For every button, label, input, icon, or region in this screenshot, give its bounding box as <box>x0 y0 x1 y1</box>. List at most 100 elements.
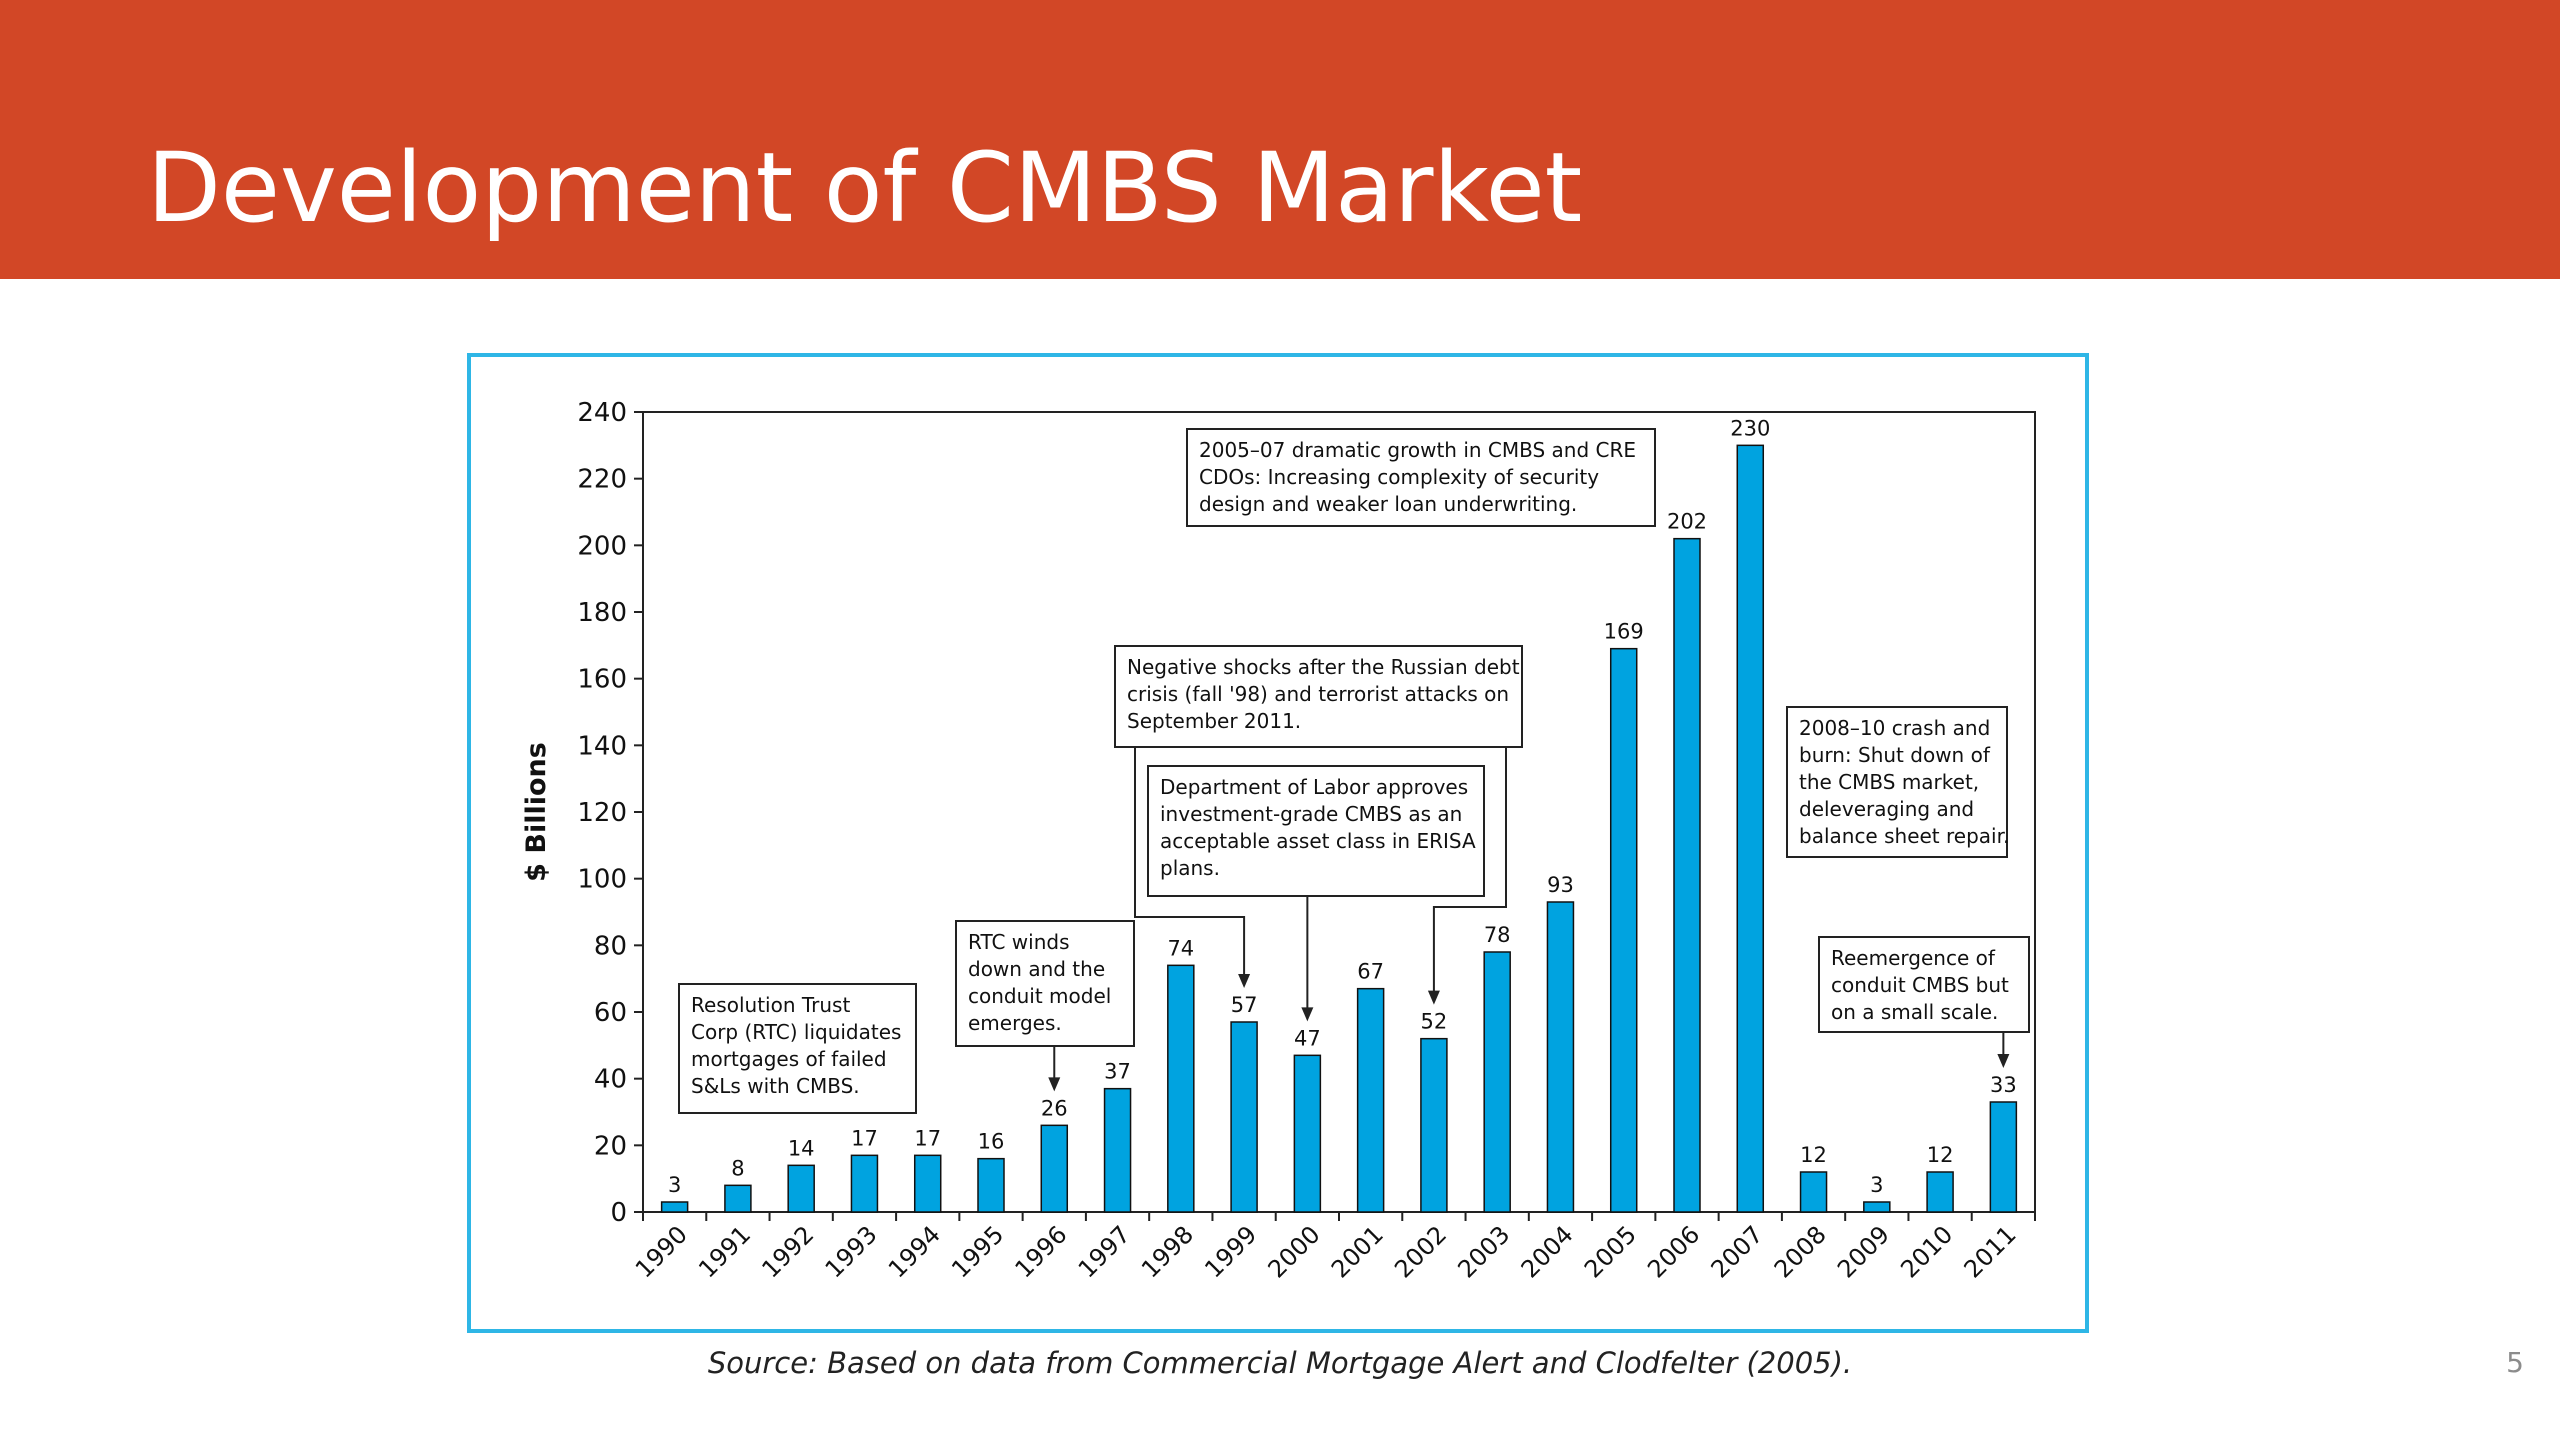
x-tick-label: 1998 <box>1136 1220 1199 1283</box>
data-label: 67 <box>1357 960 1384 984</box>
annotation-text-crash: the CMBS market, <box>1799 770 1979 794</box>
annotation-text-crash: burn: Shut down of <box>1799 743 1991 767</box>
x-tick-label: 2008 <box>1769 1220 1832 1283</box>
data-label: 12 <box>1800 1143 1827 1167</box>
data-label: 16 <box>978 1130 1005 1154</box>
bar <box>977 1157 1005 1213</box>
bar <box>787 1164 815 1213</box>
bar <box>1863 1201 1891 1213</box>
bar <box>1356 987 1385 1213</box>
y-tick-label: 140 <box>577 731 627 761</box>
data-label: 202 <box>1667 510 1707 534</box>
data-label: 57 <box>1231 993 1258 1017</box>
y-tick-label: 220 <box>577 465 627 495</box>
y-tick-label: 240 <box>577 398 627 428</box>
y-tick-label: 60 <box>594 998 627 1028</box>
data-label: 93 <box>1547 873 1574 897</box>
y-tick-label: 40 <box>594 1065 627 1095</box>
annotation-text-crash: 2008–10 crash and <box>1799 716 1990 740</box>
arrowhead <box>1301 1007 1314 1022</box>
x-tick-label: 1999 <box>1199 1220 1262 1283</box>
data-label: 47 <box>1294 1026 1321 1050</box>
annotation-text-shocks: crisis (fall '98) and terrorist attacks … <box>1127 682 1509 706</box>
x-tick-label: 2001 <box>1326 1220 1389 1283</box>
data-label: 169 <box>1604 620 1644 644</box>
title-bar: Development of CMBS Market <box>0 0 2560 279</box>
annotation-text-dol: plans. <box>1160 856 1220 880</box>
data-label: 14 <box>788 1136 815 1160</box>
annotation-text-reemergence: on a small scale. <box>1831 1000 1998 1024</box>
y-tick-label: 20 <box>594 1131 627 1161</box>
x-tick-label: 1990 <box>630 1220 693 1283</box>
x-tick-label: 2000 <box>1263 1220 1326 1283</box>
y-tick-label: 120 <box>577 798 627 828</box>
annotation-text-dol: Department of Labor approves <box>1160 775 1468 799</box>
annotation-text-dol: acceptable asset class in ERISA <box>1160 829 1476 853</box>
x-tick-label: 2006 <box>1642 1220 1705 1283</box>
slide-title: Development of CMBS Market <box>147 132 1583 244</box>
annotation-text-shocks: September 2011. <box>1127 709 1301 733</box>
data-label: 37 <box>1104 1060 1131 1084</box>
data-label: 78 <box>1484 923 1511 947</box>
annotation-text-rtc-winds: down and the <box>968 957 1105 981</box>
bar <box>1609 647 1638 1213</box>
annotation-text-reemergence: conduit CMBS but <box>1831 973 2009 997</box>
bar <box>1546 901 1575 1213</box>
annotation-box-dol <box>1147 765 1485 897</box>
arrowhead <box>1427 990 1440 1005</box>
bar <box>1989 1101 2018 1213</box>
y-axis-label: $ Billions <box>521 742 552 882</box>
page-number: 5 <box>2506 1346 2524 1379</box>
x-tick-label: 1995 <box>946 1220 1009 1283</box>
annotation-text-crash: balance sheet repair. <box>1799 824 2009 848</box>
annotation-text-growth: 2005–07 dramatic growth in CMBS and CRE <box>1199 438 1636 462</box>
arrowhead <box>1048 1077 1061 1092</box>
x-tick-label: 2010 <box>1895 1220 1958 1283</box>
y-tick-label: 100 <box>577 865 627 895</box>
y-tick-label: 200 <box>577 531 627 561</box>
bar <box>1799 1171 1828 1213</box>
x-tick-label: 1997 <box>1073 1220 1136 1283</box>
data-label: 74 <box>1167 936 1194 960</box>
cmbs-bar-chart: 0 20 40 60 80 100 120 140 160 180 200 220 240 $ Billi… <box>521 398 2036 1283</box>
data-label: 17 <box>914 1126 941 1150</box>
x-tick-label: 2009 <box>1832 1220 1895 1283</box>
arrowhead <box>1238 974 1251 988</box>
annotation-text-rtc: Corp (RTC) liquidates <box>691 1020 901 1044</box>
arrow-line <box>1432 747 1507 1001</box>
data-label: 8 <box>731 1156 744 1180</box>
annotation-box-growth <box>1186 428 1656 527</box>
data-label: 33 <box>1990 1073 2017 1097</box>
x-tick-label: 2004 <box>1516 1220 1579 1283</box>
annotation-text-growth: design and weaker loan underwriting. <box>1199 492 1577 516</box>
bar <box>1926 1171 1954 1213</box>
annotation-text-rtc-winds: RTC winds <box>968 930 1070 954</box>
source-note: Source: Based on data from Commercial Mo… <box>707 1346 1853 1380</box>
annotation-text-crash: deleveraging and <box>1799 797 1974 821</box>
x-tick-label: 2005 <box>1579 1220 1642 1283</box>
bar <box>1736 444 1765 1213</box>
x-tick-label: 2011 <box>1959 1220 2022 1283</box>
arrowhead <box>1997 1054 2010 1068</box>
x-tick-label: 1991 <box>693 1220 756 1283</box>
y-tick-label: 180 <box>577 598 627 628</box>
y-tick-label: 80 <box>594 931 627 961</box>
data-label: 26 <box>1041 1096 1068 1120</box>
bar <box>1673 537 1701 1213</box>
data-label: 3 <box>1870 1173 1883 1197</box>
bar <box>660 1201 689 1213</box>
x-tick-label: 2003 <box>1452 1220 1515 1283</box>
annotation-box-rtc <box>678 983 917 1114</box>
bar <box>1420 1037 1448 1213</box>
bar <box>724 1184 752 1213</box>
annotation-text-growth: CDOs: Increasing complexity of security <box>1199 465 1599 489</box>
x-tick-label: 2002 <box>1389 1220 1452 1283</box>
y-tick-label: 0 <box>610 1198 627 1228</box>
x-tick-label: 1993 <box>820 1220 883 1283</box>
arrow-line <box>1134 747 1246 984</box>
annotation-text-reemergence: Reemergence of <box>1831 946 1996 970</box>
bar <box>1483 951 1511 1213</box>
bar <box>1293 1054 1322 1213</box>
x-tick-label: 2007 <box>1706 1220 1769 1283</box>
annotation-box-shocks <box>1114 645 1523 748</box>
